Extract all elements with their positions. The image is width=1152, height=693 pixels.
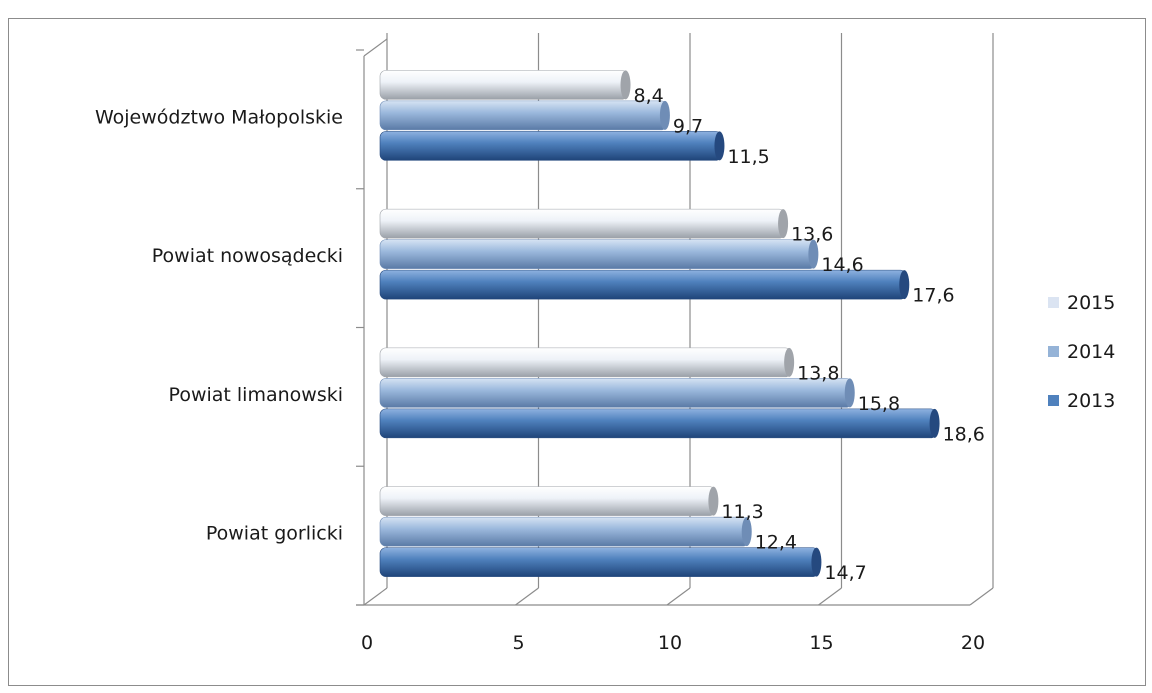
data-label: 14,6	[821, 254, 863, 276]
y-axis-top-slant	[363, 38, 388, 57]
bar-2015	[379, 70, 628, 100]
bar-cap	[659, 100, 670, 130]
legend-label: 2013	[1067, 390, 1115, 412]
bar-cap	[714, 131, 725, 161]
data-label: 13,8	[797, 362, 839, 384]
bar-2013	[379, 131, 722, 161]
category-label: Powiat nowosądecki	[152, 245, 343, 267]
data-label: 13,6	[791, 224, 833, 246]
bar-2013	[379, 547, 819, 577]
bar-cap	[784, 347, 795, 377]
bar-2015	[379, 347, 792, 378]
x-tick-label: 0	[361, 632, 373, 654]
bar-cap	[929, 408, 940, 438]
legend-label: 2015	[1067, 292, 1115, 314]
bar-2014	[379, 100, 668, 131]
chart-frame: 0 5 10 15 20 Powiat gorlicki 11,3 12,4 14,7 Powia…	[8, 18, 1146, 686]
bar-cap	[899, 270, 910, 300]
axes	[356, 38, 970, 606]
data-label: 11,5	[727, 146, 769, 168]
bar-2015	[379, 208, 786, 239]
data-label: 11,3	[721, 501, 763, 523]
bar-2014	[379, 516, 750, 547]
bar-chart: 0 5 10 15 20 Powiat gorlicki 11,3 12,4 14,7 Powia…	[95, 33, 1115, 654]
bar-cap	[844, 378, 855, 408]
legend-label: 2014	[1067, 341, 1115, 363]
floor-gridline	[515, 587, 539, 606]
bar-cap	[708, 486, 719, 516]
bar-cap	[620, 70, 631, 100]
data-label: 15,8	[858, 393, 900, 415]
bar-2014	[379, 239, 816, 269]
category-label: Powiat gorlicki	[206, 523, 343, 545]
bar-cap	[811, 547, 822, 577]
bars	[379, 70, 940, 577]
x-tick-label: 10	[658, 632, 682, 654]
floor-gridline	[969, 587, 994, 606]
data-label: 18,6	[943, 423, 985, 445]
data-label: 12,4	[755, 532, 797, 554]
bar-cap	[778, 209, 789, 239]
category-label: Powiat limanowski	[169, 384, 343, 406]
x-tick-label: 5	[512, 632, 524, 654]
bar-2013	[379, 408, 937, 439]
bar-2015	[379, 486, 716, 516]
bar-2014	[379, 378, 853, 408]
data-label: 9,7	[673, 115, 703, 137]
category-label: Województwo Małopolskie	[95, 106, 343, 128]
legend-swatch	[1048, 297, 1059, 308]
data-label: 17,6	[912, 285, 954, 307]
floor-gridline	[666, 587, 691, 606]
floor-gridline	[818, 587, 842, 606]
x-tick-label: 15	[809, 632, 833, 654]
data-label: 14,7	[824, 562, 866, 584]
floor-gridline	[363, 587, 388, 606]
legend-swatch	[1048, 346, 1059, 357]
x-tick-label: 20	[961, 632, 985, 654]
legend-swatch	[1048, 395, 1059, 406]
bar-cap	[808, 239, 819, 269]
bar-cap	[741, 517, 752, 547]
legend: 2015 2014 2013	[1048, 292, 1115, 412]
data-label: 8,4	[634, 85, 664, 107]
